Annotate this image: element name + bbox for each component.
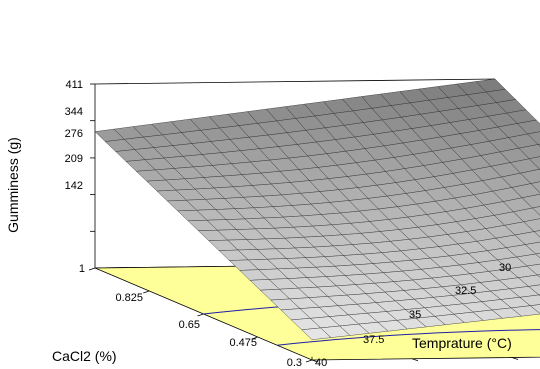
x-tick-label: 32.5 [455,285,476,297]
y-tick-label: 0.825 [115,292,143,304]
x-tick-label: 37.5 [363,334,384,346]
surface-cell [528,284,540,296]
x-tick-label: 35 [409,309,421,321]
surface-cell [521,194,540,209]
surface-cell [532,206,540,216]
y-tick-label: 0.65 [179,319,200,331]
y-tick-mark [143,290,150,294]
x-tick-mark [311,359,319,363]
z-axis-title: Gumminess (g) [5,137,21,233]
x-axis-ticks: 30 32.5 35 37.5 40 [315,262,511,369]
box-edge [94,78,496,85]
z-axis-ticks: 411 344 276 209 142 [65,79,83,192]
surface-cell [535,253,540,259]
surface-cell [514,231,540,245]
surface-cell [516,253,540,267]
surface-cell [536,274,540,278]
y-tick-label: 0.3 [287,357,302,369]
surface-cell [533,230,540,238]
y-tick-label: 1 [79,263,85,275]
x-tick-label: 40 [315,357,327,369]
x-tick-mark [411,358,419,362]
surface-cell [524,241,540,255]
z-tick-label: 411 [65,79,83,91]
surface-cell [520,168,540,184]
contour-line [277,329,540,346]
y-tick-mark [251,336,258,340]
surface-cell [510,305,540,317]
surface-cell [512,207,540,223]
surface-cell [530,181,540,194]
surface-cell [528,156,540,170]
y-axis-title: CaCl2 (%) [52,348,117,364]
x-tick-label: 30 [499,262,511,274]
x-axis-title: Temprature (°C) [412,335,512,351]
z-tick-label: 276 [65,128,83,140]
z-tick-label: 142 [65,180,83,192]
surface-cell [519,294,540,306]
surface-cell [527,131,540,145]
z-tick-label: 209 [65,153,83,165]
surface-cell [511,183,540,199]
plot-box-front-edges [311,356,313,360]
y-tick-mark [88,267,96,271]
y-tick-label: 0.475 [229,337,257,349]
surface-cell [523,218,540,232]
y-axis-ticks: 1 0.825 0.65 0.475 0.3 [79,263,302,369]
x-tick-mark [511,357,519,360]
y-tick-mark [305,359,313,363]
z-tick-label: 344 [65,106,83,118]
response-surface [94,78,540,340]
y-tick-mark [197,313,204,317]
surface-cell [529,304,540,314]
surface-cell [516,119,540,135]
surface-cell [517,274,540,287]
surface-cell [518,144,540,160]
